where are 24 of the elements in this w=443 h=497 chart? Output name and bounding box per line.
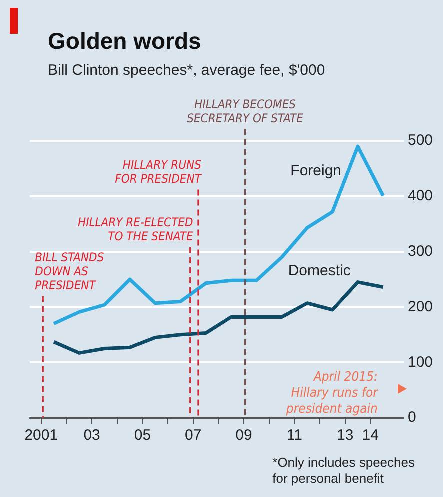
ref-line-label: BILL STANDS DOWN AS PRESIDENT bbox=[35, 250, 104, 292]
x-tick-label: 07 bbox=[185, 427, 202, 444]
y-tick-label: 400 bbox=[408, 188, 434, 205]
y-tick-label: 100 bbox=[408, 354, 434, 371]
chart-title: Golden words bbox=[48, 28, 202, 55]
ref-line-label: HILLARY RUNS FOR PRESIDENT bbox=[115, 158, 203, 186]
x-tick-label: 03 bbox=[84, 427, 100, 444]
y-tick-label: 300 bbox=[408, 242, 434, 260]
chart-subtitle: Bill Clinton speeches*, average fee, $'000 bbox=[48, 62, 326, 79]
y-tick-label: 500 bbox=[408, 132, 434, 150]
y-tick-label: 200 bbox=[408, 298, 434, 316]
series-label: Foreign bbox=[290, 162, 342, 180]
x-tick-label: 14 bbox=[362, 427, 379, 444]
x-tick-label: 11 bbox=[286, 427, 302, 444]
ref-line-label: HILLARY RE-ELECTED TO THE SENATE bbox=[78, 215, 194, 244]
series-label: Domestic bbox=[288, 262, 352, 280]
text: *Only includes speeches for personal benefit bbox=[272, 455, 415, 487]
x-tick-label: 05 bbox=[134, 427, 152, 444]
x-tick-label: 09 bbox=[236, 427, 252, 444]
annotation: April 2015: Hillary runs for president again bbox=[285, 370, 380, 417]
x-tick-label: 2001 bbox=[24, 427, 58, 444]
x-tick-label: 13 bbox=[336, 427, 354, 444]
y-tick-label: 0 bbox=[408, 409, 416, 426]
ref-line-label: HILLARY BECOMES SECRETARY OF STATE bbox=[187, 97, 304, 126]
